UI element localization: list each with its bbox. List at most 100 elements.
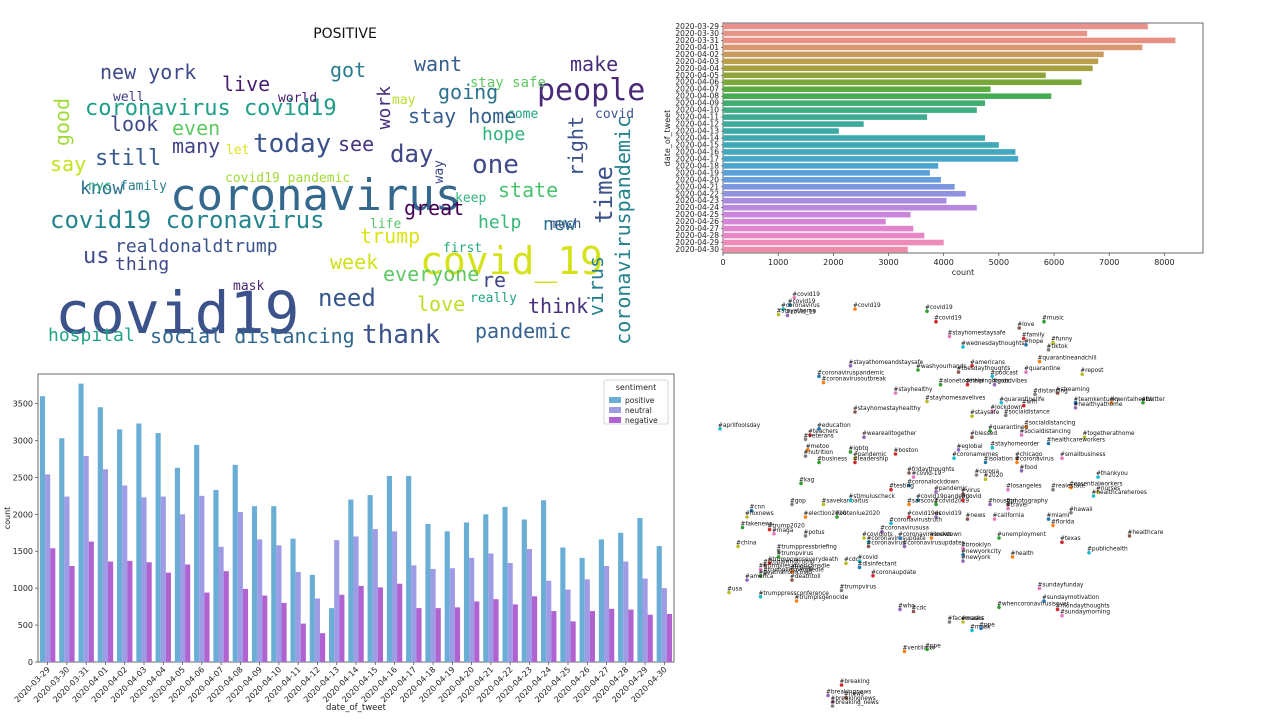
scatter-point (776, 555, 781, 559)
wordcloud-word: see (338, 132, 375, 156)
scatter-point-label: #covid19 (925, 305, 953, 311)
scatter-point (1015, 456, 1019, 460)
hbar-bar (723, 86, 991, 92)
gbar-ylabel: count (3, 507, 12, 530)
sentiment-by-date-chart: 2020-03-292020-03-302020-03-312020-04-01… (3, 373, 675, 713)
hbar-category-label: 2020-04-07 (675, 85, 719, 94)
scatter-point (1096, 475, 1100, 479)
wordcloud-word: still (95, 146, 162, 171)
scatter-point (925, 399, 929, 404)
gbar-bar-positive (155, 433, 161, 662)
scatter-point (1082, 435, 1087, 439)
scatter-point (866, 540, 871, 544)
gbar-bar-negative (127, 560, 133, 662)
scatter-point (961, 559, 965, 563)
scatter-point-label: #travel (1006, 503, 1028, 509)
hbar-bar (723, 72, 1046, 79)
gbar-bar-positive (386, 475, 392, 662)
wordcloud-word: covid19 pandemic (225, 171, 351, 186)
scatter-point-label: #pandemic (853, 452, 886, 458)
scatter-point (853, 307, 857, 311)
scatter-point (817, 374, 821, 379)
wordcloud-title: POSITIVE (313, 26, 377, 42)
scatter-point (830, 700, 835, 704)
gbar-bar-positive (59, 438, 65, 662)
scatter-point-label: #quarantineandchill (1038, 356, 1097, 362)
gbar-bar-neutral (565, 589, 571, 662)
scatter-point (1051, 523, 1055, 528)
wordcloud-word: coronavirus (170, 170, 462, 221)
scatter-point-label: #gop (790, 498, 806, 504)
hbar-category-label: 2020-04-09 (675, 99, 719, 108)
hbar-bar (723, 218, 886, 225)
scatter-point (961, 546, 965, 551)
wordcloud-word: thank (362, 320, 441, 350)
scatter-point (1017, 326, 1022, 330)
scatter-point (893, 391, 898, 395)
scatter-point (1046, 441, 1051, 446)
scatter-point (776, 548, 781, 553)
gbar-legend-swatch (609, 417, 621, 423)
scatter-point (898, 607, 902, 612)
hbar-bar (723, 128, 839, 134)
scatter-point-label: #covidiots (862, 532, 893, 538)
scatter-point-label: #stopairingtrump (763, 559, 815, 565)
scatter-point-label: #brooklyn (961, 543, 991, 549)
scatter-point (790, 502, 794, 507)
gbar-bar-neutral (102, 469, 109, 662)
gbar-bar-positive (521, 519, 527, 662)
scatter-point (988, 429, 992, 433)
scatter-point (1046, 348, 1051, 352)
hbar-bar (723, 149, 1016, 155)
scatter-point (916, 498, 920, 502)
scatter-point (839, 588, 844, 593)
gbar-bar-negative (69, 566, 75, 662)
scatter-point (970, 628, 974, 633)
scatter-point-label: #coronavirustruth (889, 517, 942, 523)
wordcloud-word: virus (584, 256, 608, 317)
wordcloud-word: good (50, 98, 74, 147)
hbar-category-label: 2020-04-27 (675, 224, 719, 233)
scatter-point (808, 433, 812, 437)
scatter-point-label: #newyork (961, 555, 991, 561)
gbar-bar-negative (88, 541, 94, 662)
scatter-point (938, 382, 943, 387)
scatter-point-label: #sundayfunday (1038, 582, 1085, 588)
scatter-point (992, 382, 997, 387)
scatter-point-label: #breaking (840, 679, 871, 685)
gbar-bar-negative (300, 623, 306, 662)
scatter-point (997, 536, 1001, 540)
gbar-bar-neutral (160, 496, 166, 662)
wordcloud-area: covid19 coronavirus covid_19 people today cov… (40, 46, 650, 350)
wordcloud-word: mask (233, 279, 265, 294)
scatter-point-label: #cdc (912, 606, 927, 612)
scatter-point-label: #socialdistancing (1020, 429, 1072, 435)
scatter-point-label: #testing (889, 484, 914, 490)
scatter-point-label: #maga (772, 528, 794, 534)
scatter-point (956, 448, 961, 452)
scatter-point-label: #ppe (979, 622, 995, 628)
scatter-point-label: #healthcareheroes (1092, 490, 1147, 496)
scatter-point-label: #lockdown (930, 532, 963, 538)
scatter-point (785, 313, 790, 318)
gbar-bar-positive (78, 383, 84, 662)
gbar-bar-neutral (661, 588, 667, 662)
gbar-bar-positive (194, 444, 200, 662)
hbar-bar (723, 232, 925, 239)
scatter-point (790, 578, 794, 582)
scatter-point-label: #stayhomeorder (990, 442, 1040, 448)
gbar-ytick-label: 3000 (13, 436, 33, 445)
scatter-point-label: #trumppressconference (759, 591, 830, 597)
wordcloud-word: make (570, 52, 619, 76)
scatter-point (758, 574, 763, 578)
scatter-point-label: #sarscov2 (907, 498, 938, 504)
hbar-category-label: 2020-04-08 (675, 92, 719, 101)
wordcloud-word: help (478, 212, 522, 233)
scatter-point-label: #podcast (990, 370, 1019, 376)
hbar-xtick-label: 3000 (878, 258, 898, 267)
scatter-point (1060, 540, 1064, 544)
scatter-point-label: #twitter (1141, 397, 1166, 403)
scatter-point-label: #metoo (806, 444, 830, 450)
gbar-bar-neutral (295, 571, 301, 662)
hbar-bar (723, 30, 1088, 37)
